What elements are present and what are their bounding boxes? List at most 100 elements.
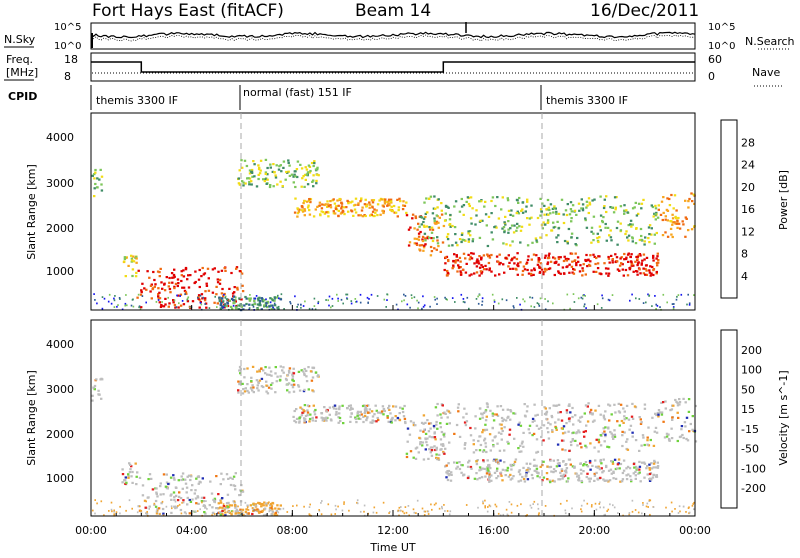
colorbar-tick: 24 — [741, 159, 755, 172]
echo-cell — [93, 173, 96, 176]
echo-cell — [614, 260, 617, 264]
noise-cell — [139, 308, 142, 311]
echo-cell — [246, 504, 249, 507]
echo-cell — [577, 476, 581, 480]
echo-cell — [488, 267, 491, 270]
echo-cell — [244, 295, 247, 299]
noise-cell — [179, 295, 181, 297]
echo-cell — [644, 267, 647, 271]
echo-cell — [636, 258, 639, 261]
echo-cell — [389, 412, 392, 415]
echo-cell — [546, 427, 549, 430]
echo-cell — [663, 436, 667, 439]
noise-cell — [141, 295, 144, 297]
echo-cell — [287, 170, 290, 173]
echo-cell — [236, 286, 239, 289]
echo-cell — [93, 177, 96, 180]
noise-cell — [159, 513, 161, 515]
noise-cell — [386, 299, 388, 301]
echo-cell — [671, 418, 674, 421]
echo-cell — [567, 404, 570, 407]
echo-cell — [460, 463, 463, 467]
velocity-ytick-3000: 3000 — [46, 383, 74, 396]
echo-cell — [612, 471, 615, 474]
echo-cell — [446, 274, 449, 277]
echo-cell — [298, 421, 301, 424]
noise-cell — [682, 505, 685, 508]
noise-cell — [670, 501, 673, 504]
echo-cell — [334, 207, 338, 210]
noise-cell — [148, 508, 150, 510]
echo-cell — [545, 412, 548, 415]
echo-cell — [545, 410, 549, 413]
echo-cell — [327, 215, 330, 218]
noise-cell — [533, 306, 536, 308]
echo-cell — [467, 253, 470, 256]
echo-cell — [372, 199, 376, 202]
noise-cell — [385, 306, 387, 308]
echo-cell — [622, 407, 625, 410]
echo-cell — [490, 474, 493, 477]
echo-cell — [407, 244, 411, 247]
echo-cell — [386, 416, 389, 419]
echo-cell — [691, 200, 694, 203]
echo-cell — [684, 235, 687, 238]
noise-cell — [552, 302, 554, 305]
echo-cell — [478, 266, 482, 269]
echo-cell — [173, 303, 177, 307]
echo-cell — [489, 467, 492, 470]
echo-cell — [222, 300, 225, 303]
echo-cell — [285, 378, 288, 382]
echo-cell — [600, 462, 603, 465]
echo-cell — [521, 211, 525, 214]
noise-cell — [594, 502, 597, 505]
echo-cell — [543, 213, 546, 216]
echo-cell — [584, 259, 588, 262]
echo-cell — [357, 202, 360, 205]
echo-cell — [157, 293, 160, 296]
noise-cell — [330, 306, 332, 309]
noise-cell — [403, 512, 406, 515]
echo-cell — [591, 412, 594, 415]
noise-cell — [423, 304, 426, 307]
echo-cell — [456, 465, 459, 468]
noise-cell — [277, 511, 280, 514]
echo-cell — [585, 424, 588, 427]
echo-cell — [337, 215, 340, 218]
power-ytick-2000: 2000 — [46, 222, 74, 235]
colorbar-tick: 100 — [741, 364, 762, 377]
echo-cell — [300, 414, 304, 417]
echo-cell — [500, 208, 503, 211]
echo-cell — [602, 470, 605, 473]
echo-cell — [436, 236, 439, 239]
echo-cell — [252, 502, 255, 505]
echo-cell — [225, 305, 228, 308]
echo-cell — [616, 420, 619, 423]
echo-cell — [429, 228, 432, 231]
echo-cell — [625, 467, 628, 470]
echo-cell — [275, 296, 279, 299]
noise-cell — [417, 301, 420, 304]
noise-cell — [162, 514, 165, 517]
echo-cell — [353, 208, 357, 211]
echo-cell — [354, 211, 358, 214]
echo-cell — [535, 254, 538, 257]
echo-cell — [402, 200, 405, 203]
echo-cell — [301, 177, 304, 180]
echo-cell — [303, 209, 307, 212]
echo-cell — [419, 429, 422, 432]
echo-cell — [420, 421, 424, 424]
echo-cell — [435, 453, 438, 456]
echo-cell — [581, 207, 585, 210]
noise-cell — [216, 507, 219, 510]
echo-cell — [248, 177, 252, 180]
echo-cell — [584, 404, 588, 407]
echo-cell — [625, 256, 628, 259]
echo-cell — [528, 431, 531, 435]
echo-cell — [682, 436, 685, 440]
echo-cell — [565, 471, 568, 474]
echo-cell — [551, 430, 554, 433]
noise-cell — [523, 300, 526, 303]
echo-cell — [599, 460, 602, 463]
echo-cell — [636, 255, 639, 258]
